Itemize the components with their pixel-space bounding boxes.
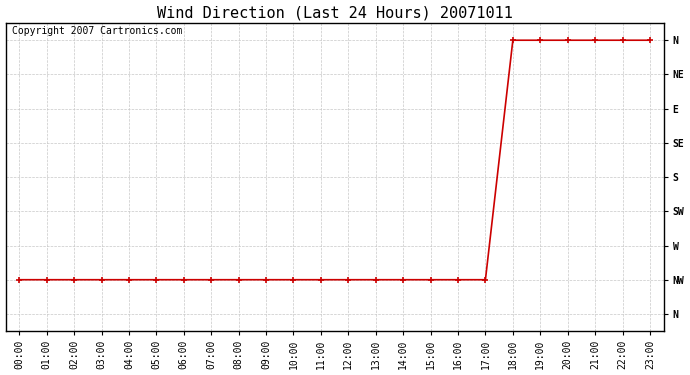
Text: Copyright 2007 Cartronics.com: Copyright 2007 Cartronics.com [12, 26, 183, 36]
Title: Wind Direction (Last 24 Hours) 20071011: Wind Direction (Last 24 Hours) 20071011 [157, 6, 513, 21]
